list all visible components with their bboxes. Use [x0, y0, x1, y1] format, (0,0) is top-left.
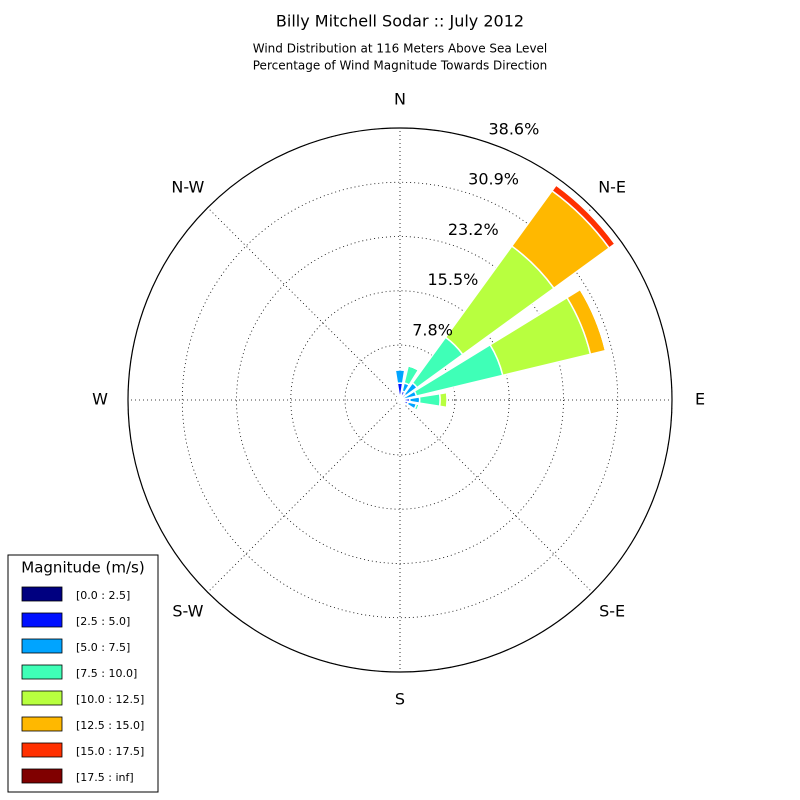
wind-bar [403, 403, 407, 407]
radial-grid-line [207, 207, 401, 401]
legend-swatch [21, 690, 63, 706]
direction-label: S-E [599, 602, 625, 621]
legend-label: [5.0 : 7.5] [76, 641, 130, 654]
wind-bar [445, 392, 448, 408]
legend-swatch [21, 612, 63, 628]
chart-subtitle: Percentage of Wind Magnitude Towards Dir… [253, 59, 547, 73]
ring-grid-line [344, 344, 456, 456]
direction-label: S [395, 690, 405, 709]
direction-label: S-W [172, 602, 203, 621]
r-tick-label: 23.2% [448, 220, 499, 239]
wind-bar [579, 289, 607, 351]
ring-grid-line [181, 181, 619, 619]
wind-bar [396, 393, 399, 396]
legend-label: [12.5 : 15.0] [76, 719, 144, 732]
chart-subtitle: Wind Distribution at 116 Meters Above Se… [253, 42, 548, 56]
r-tick-label: 15.5% [428, 270, 479, 289]
plot-area: N N-E E S-E S S-W W N-W 7.8% 15.5% 23.2% 30.9% 38.6% [92, 90, 705, 709]
wind-bar [438, 391, 448, 409]
wind-bar [394, 368, 406, 385]
legend-swatch [21, 664, 63, 680]
legend-title: Magnitude (m/s) [21, 559, 144, 577]
wind-bar [555, 184, 616, 245]
legend-label: [10.0 : 12.5] [76, 693, 144, 706]
direction-label: N-W [171, 177, 204, 196]
direction-label: N-E [598, 177, 626, 196]
legend-label: [2.5 : 5.0] [76, 615, 130, 628]
legend-swatch [21, 768, 63, 784]
ring-grid-line [290, 290, 510, 510]
outer-ring [127, 127, 673, 673]
chart-title: Billy Mitchell Sodar :: July 2012 [276, 12, 524, 31]
r-tick-label: 30.9% [468, 170, 519, 189]
legend-swatch [21, 638, 63, 654]
legend-swatch [21, 586, 63, 602]
r-tick-label: 38.6% [488, 119, 539, 138]
legend-swatch [21, 716, 63, 732]
radial-grid-line [207, 399, 401, 593]
r-tick-label: 7.8% [412, 321, 453, 340]
direction-label: W [92, 390, 108, 409]
legend-label: [15.0 : 17.5] [76, 745, 144, 758]
radial-grid-line [399, 399, 593, 593]
wind-bar [416, 404, 420, 411]
direction-label: E [695, 390, 705, 409]
ring-grid-line [236, 236, 564, 564]
legend: Magnitude (m/s) [0.0 : 2.5] [2.5 : 5.0] [5.… [7, 554, 159, 793]
legend-label: [7.5 : 10.0] [76, 667, 137, 680]
legend-label: [17.5 : inf] [76, 771, 134, 784]
direction-label: N [394, 90, 406, 109]
legend-swatch [21, 742, 63, 758]
wind-bar [408, 365, 419, 371]
legend-label: [0.0 : 2.5] [76, 589, 130, 602]
